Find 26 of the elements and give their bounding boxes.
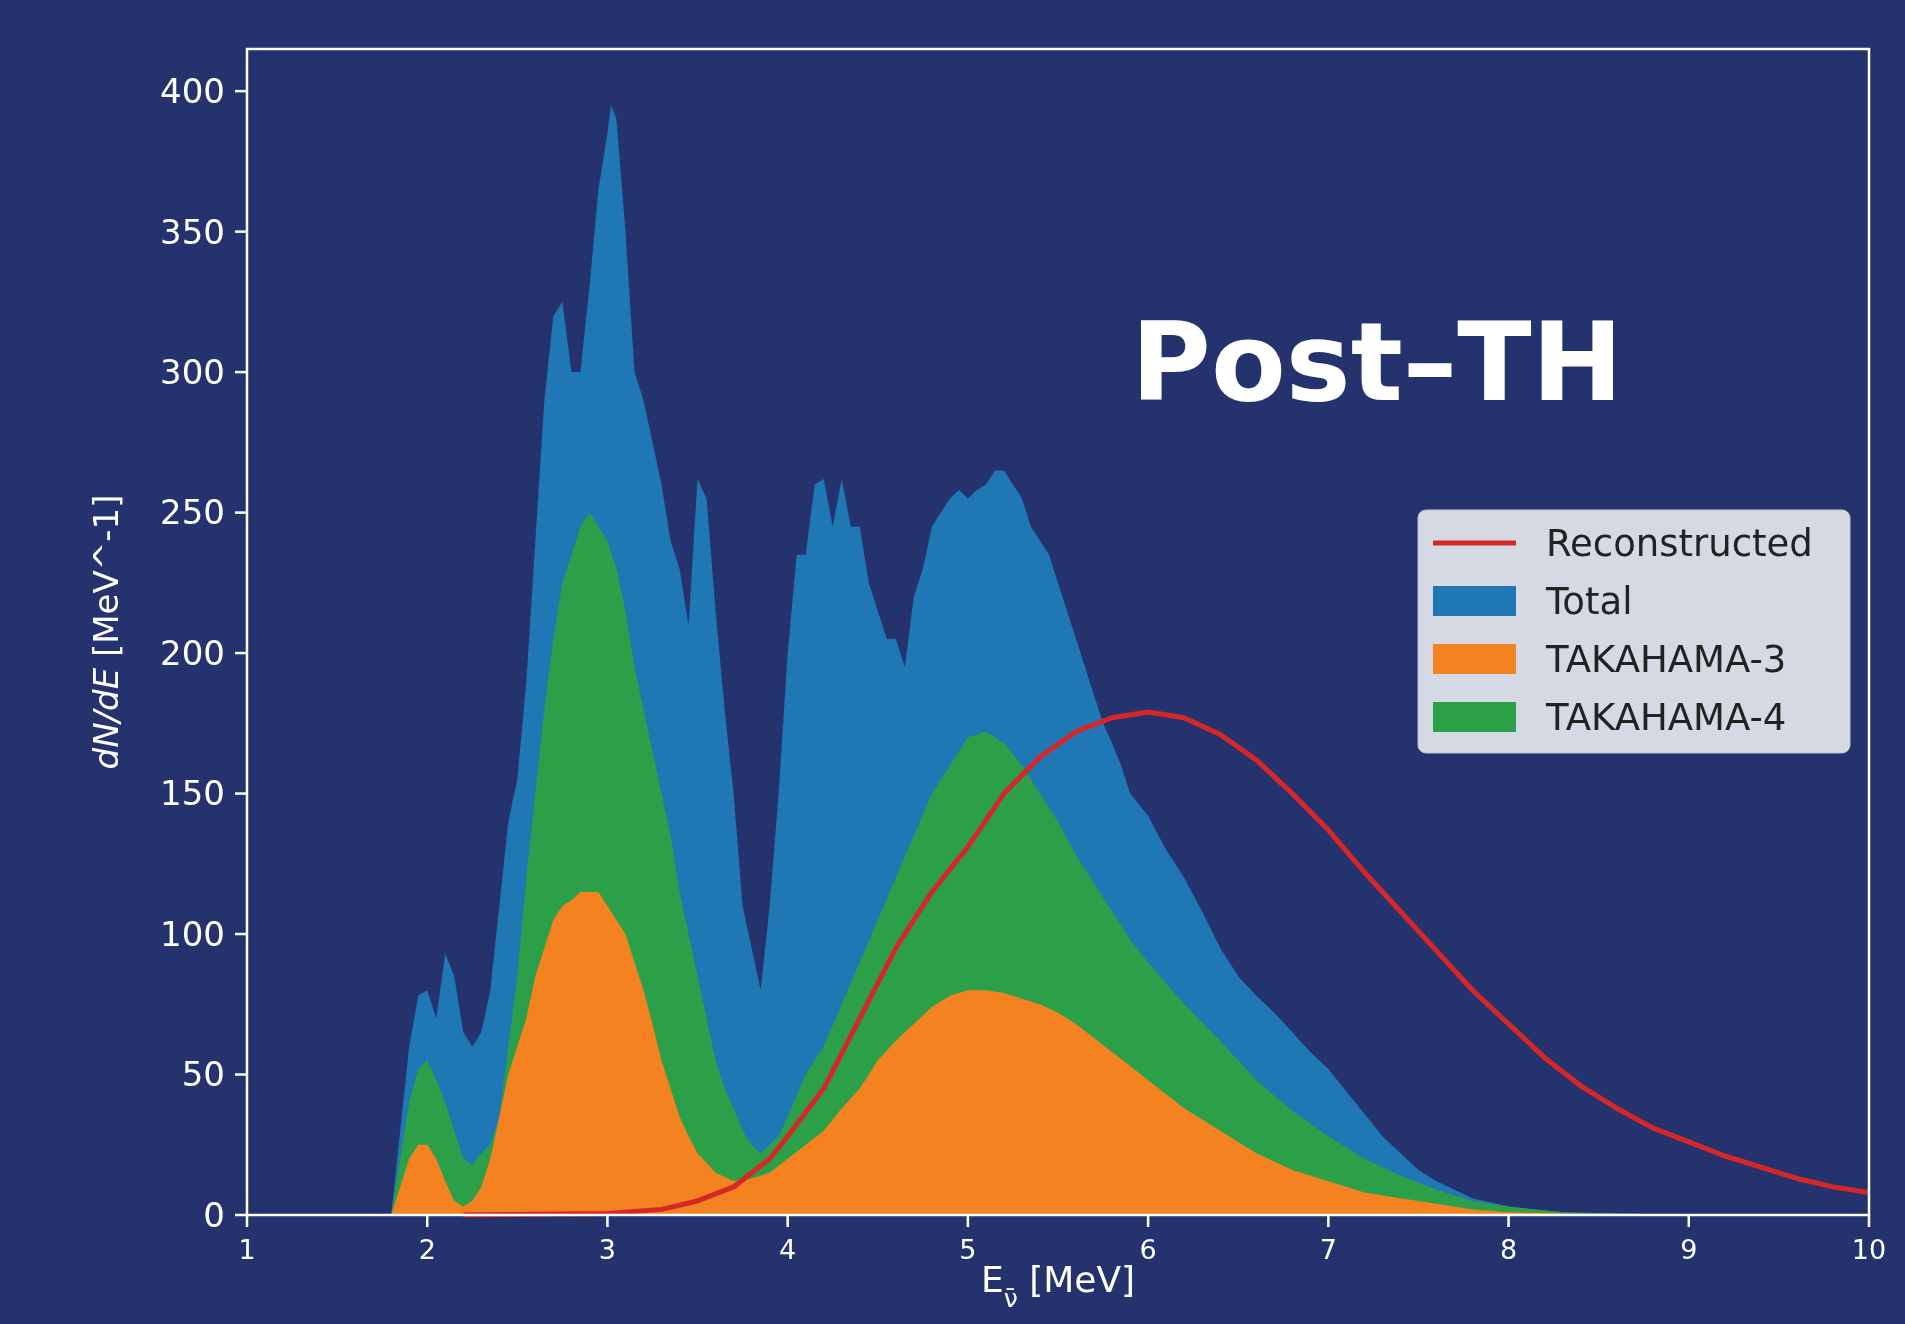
- x-tick-label: 6: [1139, 1234, 1157, 1265]
- y-tick-label: 50: [181, 1054, 225, 1095]
- x-tick-label: 3: [598, 1234, 617, 1265]
- legend-label: TAKAHAMA-4: [1545, 696, 1787, 740]
- x-tick-label: 2: [418, 1234, 436, 1265]
- x-tick-label: 5: [959, 1234, 977, 1265]
- y-tick-label: 250: [160, 492, 225, 533]
- y-tick-label: 350: [160, 211, 225, 252]
- legend-label: Reconstructed: [1546, 522, 1813, 566]
- y-axis-title: dN/dE [MeV^-1]: [86, 494, 126, 770]
- x-tick-label: 4: [779, 1234, 797, 1265]
- x-tick-label: 1: [238, 1234, 256, 1265]
- text: Post–TH: [1131, 299, 1623, 426]
- y-tick-label: 150: [160, 773, 225, 814]
- x-tick-label: 9: [1680, 1234, 1698, 1265]
- legend-label: Total: [1545, 580, 1633, 624]
- x-tick-label: 7: [1319, 1234, 1337, 1265]
- x-axis-title: E$_{ν̄}$ [MeV]: [980, 1259, 1136, 1313]
- y-tick-label: 100: [160, 913, 225, 954]
- x-tick-label: 10: [1851, 1234, 1887, 1265]
- x-tick-label: 8: [1499, 1234, 1518, 1265]
- y-tick-label: 400: [160, 71, 225, 112]
- legend-label: TAKAHAMA-3: [1545, 638, 1787, 682]
- y-tick-label: 300: [160, 352, 225, 393]
- y-tick-label: 0: [203, 1194, 225, 1235]
- y-tick-label: 200: [160, 632, 225, 673]
